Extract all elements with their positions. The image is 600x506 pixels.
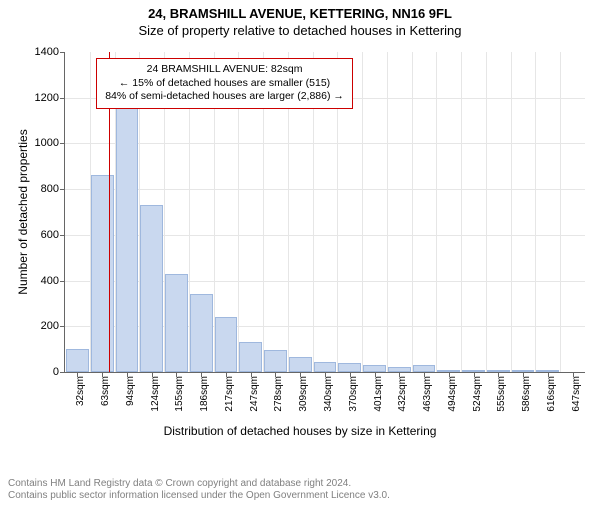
xtick-label: 494sqm [447,376,458,412]
histogram-bar [264,350,287,372]
histogram-bar [239,342,262,372]
xtick-label: 401sqm [373,376,384,412]
xtick-label: 370sqm [348,376,359,412]
footer-line-2: Contains public sector information licen… [8,490,390,502]
grid-line-v [387,52,388,372]
xtick-label: 63sqm [100,376,111,406]
grid-line-v [535,52,536,372]
histogram-bar [116,107,139,372]
grid-line-v [511,52,512,372]
ytick-label: 800 [41,183,65,195]
xtick-label: 309sqm [298,376,309,412]
ytick-label: 1200 [35,92,65,104]
annotation-line-3: 84% of semi-detached houses are larger (… [105,90,344,104]
histogram-bar [363,365,386,372]
xtick-label: 217sqm [224,376,235,412]
grid-line-v [560,52,561,372]
footer-attribution: Contains HM Land Registry data © Crown c… [8,478,390,502]
xtick-label: 278sqm [273,376,284,412]
page-title-1: 24, BRAMSHILL AVENUE, KETTERING, NN16 9F… [0,6,600,21]
grid-line-h [65,143,585,144]
grid-line-v [486,52,487,372]
xtick-label: 186sqm [199,376,210,412]
ytick-label: 1400 [35,46,65,58]
xtick-label: 616sqm [546,376,557,412]
histogram-bar [165,274,188,372]
xtick-label: 647sqm [571,376,582,412]
annotation-line-1: 24 BRAMSHILL AVENUE: 82sqm [105,63,344,77]
grid-line-v [436,52,437,372]
xtick-label: 94sqm [125,376,136,406]
histogram-bar [314,362,337,372]
ytick-label: 1000 [35,137,65,149]
grid-line-v [412,52,413,372]
grid-line-h [65,189,585,190]
grid-line-v [362,52,363,372]
page-title-2: Size of property relative to detached ho… [0,23,600,38]
ytick-label: 400 [41,275,65,287]
grid-line-v [461,52,462,372]
histogram-bar [338,363,361,372]
y-axis-label: Number of detached properties [16,129,30,294]
histogram-bar [190,294,213,372]
xtick-label: 555sqm [496,376,507,412]
ytick-label: 200 [41,320,65,332]
xtick-label: 340sqm [323,376,334,412]
histogram-bar [289,357,312,372]
ytick-label: 600 [41,229,65,241]
histogram-bar [413,365,436,372]
xtick-label: 32sqm [75,376,86,406]
histogram-bar [140,205,163,372]
ytick-label: 0 [53,366,65,378]
xtick-label: 155sqm [174,376,185,412]
plot-area: 020040060080010001200140032sqm63sqm94sqm… [64,52,585,373]
xtick-label: 247sqm [249,376,260,412]
xtick-label: 124sqm [150,376,161,412]
histogram-bar [66,349,89,372]
histogram-bar [215,317,238,372]
annotation-box: 24 BRAMSHILL AVENUE: 82sqm← 15% of detac… [96,58,353,109]
annotation-line-2: ← 15% of detached houses are smaller (51… [105,77,344,91]
xtick-label: 432sqm [397,376,408,412]
xtick-label: 524sqm [472,376,483,412]
footer-line-1: Contains HM Land Registry data © Crown c… [8,478,390,490]
x-axis-label: Distribution of detached houses by size … [164,424,437,438]
chart-container: Number of detached properties 0200400600… [0,48,600,448]
xtick-label: 586sqm [521,376,532,412]
xtick-label: 463sqm [422,376,433,412]
